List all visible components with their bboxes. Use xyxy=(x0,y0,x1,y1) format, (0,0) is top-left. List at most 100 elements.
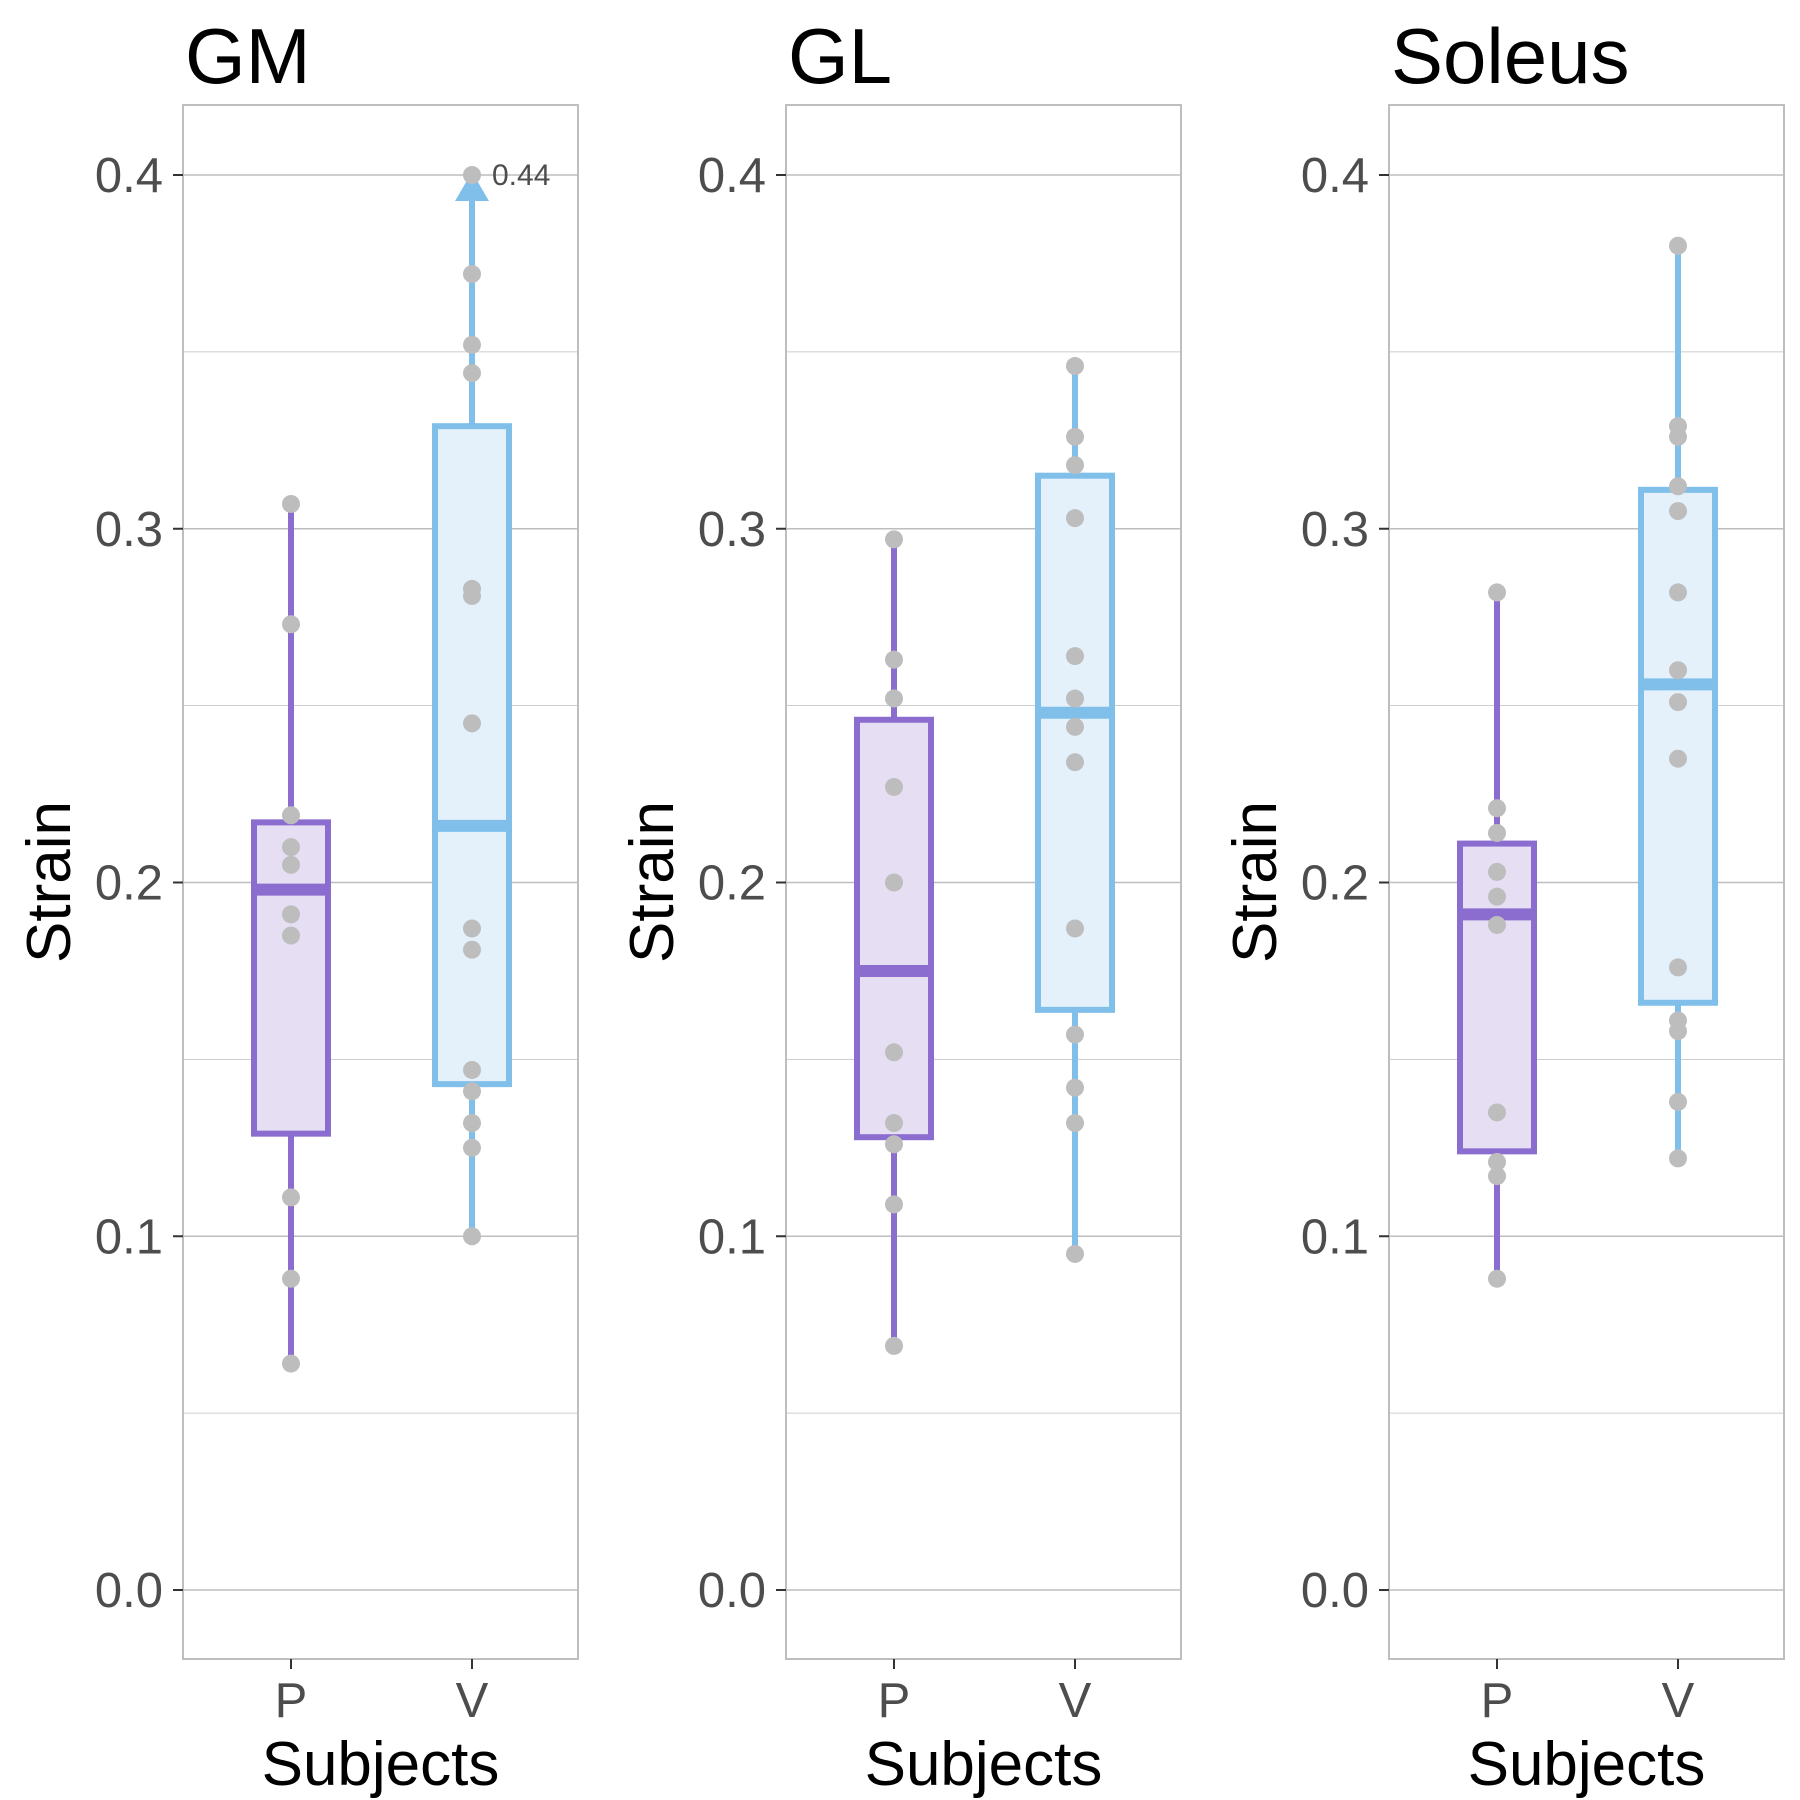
x-tick-label: V xyxy=(456,1674,489,1728)
data-point xyxy=(282,1269,300,1288)
x-tick-label: P xyxy=(878,1674,911,1728)
data-point xyxy=(1066,717,1084,736)
data-point xyxy=(1488,799,1506,818)
data-point xyxy=(885,530,903,549)
data-point xyxy=(1669,749,1687,768)
data-point xyxy=(1669,477,1687,496)
y-tick-label: 0.1 xyxy=(95,1210,163,1264)
y-tick-label: 0.3 xyxy=(95,503,163,557)
data-point xyxy=(885,689,903,708)
data-point xyxy=(463,586,481,605)
data-point xyxy=(1488,1269,1506,1288)
y-tick-label: 0.4 xyxy=(1301,149,1369,203)
x-tick-label: V xyxy=(1662,1674,1695,1728)
clipped-value-arrow xyxy=(455,172,489,201)
y-tick-label: 0.3 xyxy=(1301,503,1369,557)
data-point xyxy=(1488,823,1506,842)
data-point xyxy=(1669,583,1687,602)
y-tick-label: 0.0 xyxy=(95,1564,163,1618)
y-tick-label: 0.0 xyxy=(1301,1564,1369,1618)
data-point xyxy=(282,1354,300,1373)
data-point xyxy=(1669,427,1687,446)
data-point xyxy=(282,806,300,825)
data-point xyxy=(1488,915,1506,934)
panel-title: Soleus xyxy=(1391,12,1630,100)
panel-title: GL xyxy=(788,12,892,100)
data-point xyxy=(463,1138,481,1157)
x-axis-title: Subjects xyxy=(262,1730,500,1799)
data-point xyxy=(1066,689,1084,708)
data-point xyxy=(463,265,481,284)
data-point xyxy=(1066,357,1084,376)
data-point xyxy=(885,1195,903,1214)
x-tick-label: P xyxy=(275,1674,308,1728)
clipped-value-label: 0.44 xyxy=(492,159,550,192)
data-point xyxy=(1066,427,1084,446)
data-point xyxy=(1488,1103,1506,1122)
iqr-box xyxy=(432,423,512,1088)
data-point xyxy=(1669,661,1687,680)
data-point xyxy=(1488,1167,1506,1186)
data-point xyxy=(885,873,903,892)
data-point xyxy=(463,364,481,383)
box-v xyxy=(432,166,512,1246)
data-point xyxy=(463,1082,481,1101)
data-point xyxy=(282,1188,300,1207)
data-point xyxy=(885,1336,903,1355)
data-point xyxy=(463,335,481,354)
box-v xyxy=(1035,357,1115,1263)
y-tick-label: 0.0 xyxy=(698,1564,766,1618)
x-axis-title: Subjects xyxy=(865,1730,1103,1799)
box-p xyxy=(251,494,331,1373)
y-tick-label: 0.3 xyxy=(698,503,766,557)
data-point xyxy=(1066,1078,1084,1097)
y-tick-label: 0.1 xyxy=(698,1210,766,1264)
data-point xyxy=(282,838,300,857)
panel-title: GM xyxy=(185,12,311,100)
data-point xyxy=(1488,583,1506,602)
data-point xyxy=(463,940,481,959)
data-point xyxy=(1066,753,1084,772)
data-point xyxy=(885,777,903,796)
data-point xyxy=(282,905,300,924)
data-point xyxy=(1066,1114,1084,1133)
x-axis-title: Subjects xyxy=(1468,1730,1706,1799)
data-point xyxy=(1066,1244,1084,1263)
iqr-box xyxy=(1638,486,1718,1006)
y-tick-label: 0.4 xyxy=(95,149,163,203)
data-point xyxy=(885,1114,903,1133)
data-point xyxy=(463,1060,481,1079)
y-tick-label: 0.1 xyxy=(1301,1210,1369,1264)
y-tick-label: 0.2 xyxy=(698,857,766,911)
data-point xyxy=(1066,1025,1084,1044)
data-point xyxy=(1669,1022,1687,1041)
box-v xyxy=(1638,236,1718,1168)
y-axis-title: Strain xyxy=(1221,801,1290,963)
box-p xyxy=(1457,583,1537,1288)
data-point xyxy=(1066,456,1084,475)
data-point xyxy=(282,926,300,945)
data-point xyxy=(885,650,903,669)
data-point xyxy=(1488,862,1506,881)
data-point xyxy=(1488,1152,1506,1171)
data-point xyxy=(1488,887,1506,906)
data-point xyxy=(282,494,300,513)
data-point xyxy=(1669,693,1687,712)
data-point xyxy=(1669,502,1687,521)
data-point xyxy=(463,919,481,938)
data-point xyxy=(463,166,481,184)
y-tick-label: 0.2 xyxy=(95,857,163,911)
data-point xyxy=(1066,919,1084,938)
x-tick-label: P xyxy=(1481,1674,1514,1728)
y-tick-label: 0.4 xyxy=(698,149,766,203)
data-point xyxy=(1669,958,1687,977)
data-point xyxy=(463,1114,481,1133)
data-point xyxy=(463,1227,481,1246)
data-point xyxy=(1669,1092,1687,1111)
data-point xyxy=(1669,236,1687,255)
data-point xyxy=(1066,509,1084,528)
data-point xyxy=(1066,647,1084,666)
